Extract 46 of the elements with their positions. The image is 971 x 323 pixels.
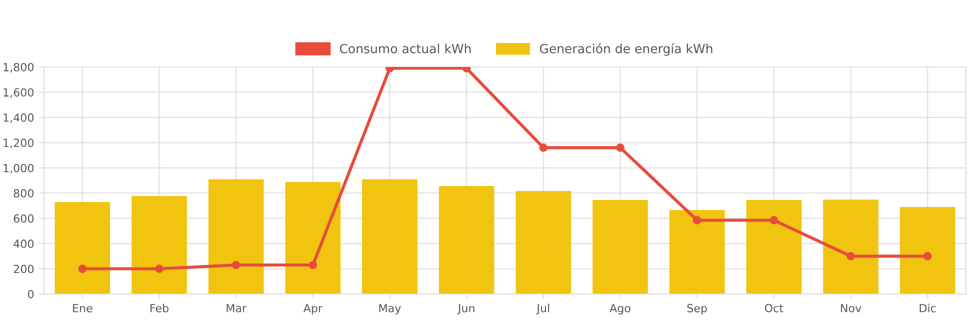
x-tick-label: Sep (687, 304, 707, 314)
x-tick-label: Jul (536, 304, 550, 314)
y-tick-label: 800 (14, 189, 34, 198)
bar (285, 182, 341, 294)
y-tick-label: 1,000 (4, 164, 34, 174)
bar (208, 179, 264, 294)
point (539, 144, 548, 152)
y-tick-label: 400 (14, 240, 34, 248)
bar (132, 196, 187, 294)
y-tick-label: 1,200 (4, 138, 34, 148)
point (78, 264, 87, 273)
x-tick-label: Oct (764, 304, 784, 312)
x-tick-label: Ene (73, 304, 92, 312)
bar (746, 200, 802, 294)
y-tick-label: 1,600 (4, 88, 34, 98)
point (155, 264, 164, 273)
legend-label: Generación de energía kWh (540, 43, 712, 56)
y-tick-label: 600 (14, 214, 34, 223)
bar (900, 206, 956, 294)
x-tick-label: May (379, 304, 401, 314)
bar (823, 200, 878, 294)
point (923, 252, 932, 260)
x-tick-label: Mar (226, 304, 247, 312)
point (232, 260, 240, 270)
y-tick-label: 0 (28, 290, 34, 298)
x-tick-label: Apr (303, 304, 323, 314)
bar (516, 190, 572, 294)
point (770, 216, 778, 224)
x-tick-label: Dic (920, 304, 936, 312)
x-tick-label: Ago (610, 304, 630, 314)
x-tick-label: Feb (150, 304, 168, 312)
y-tick-label: 1,400 (4, 113, 34, 123)
point (846, 252, 855, 260)
point (692, 216, 702, 224)
y-tick-label: 1,800 (4, 62, 34, 73)
bar (438, 186, 494, 294)
legend-label: Consumo actual kWh (340, 44, 471, 54)
point (308, 260, 318, 270)
point (616, 144, 624, 152)
bar (669, 210, 725, 294)
bar (362, 179, 418, 294)
y-tick-label: 200 (14, 264, 34, 274)
bar (54, 202, 110, 294)
x-tick-label: Nov (840, 304, 862, 312)
x-tick-label: Jun (457, 304, 474, 314)
bar (592, 200, 648, 294)
